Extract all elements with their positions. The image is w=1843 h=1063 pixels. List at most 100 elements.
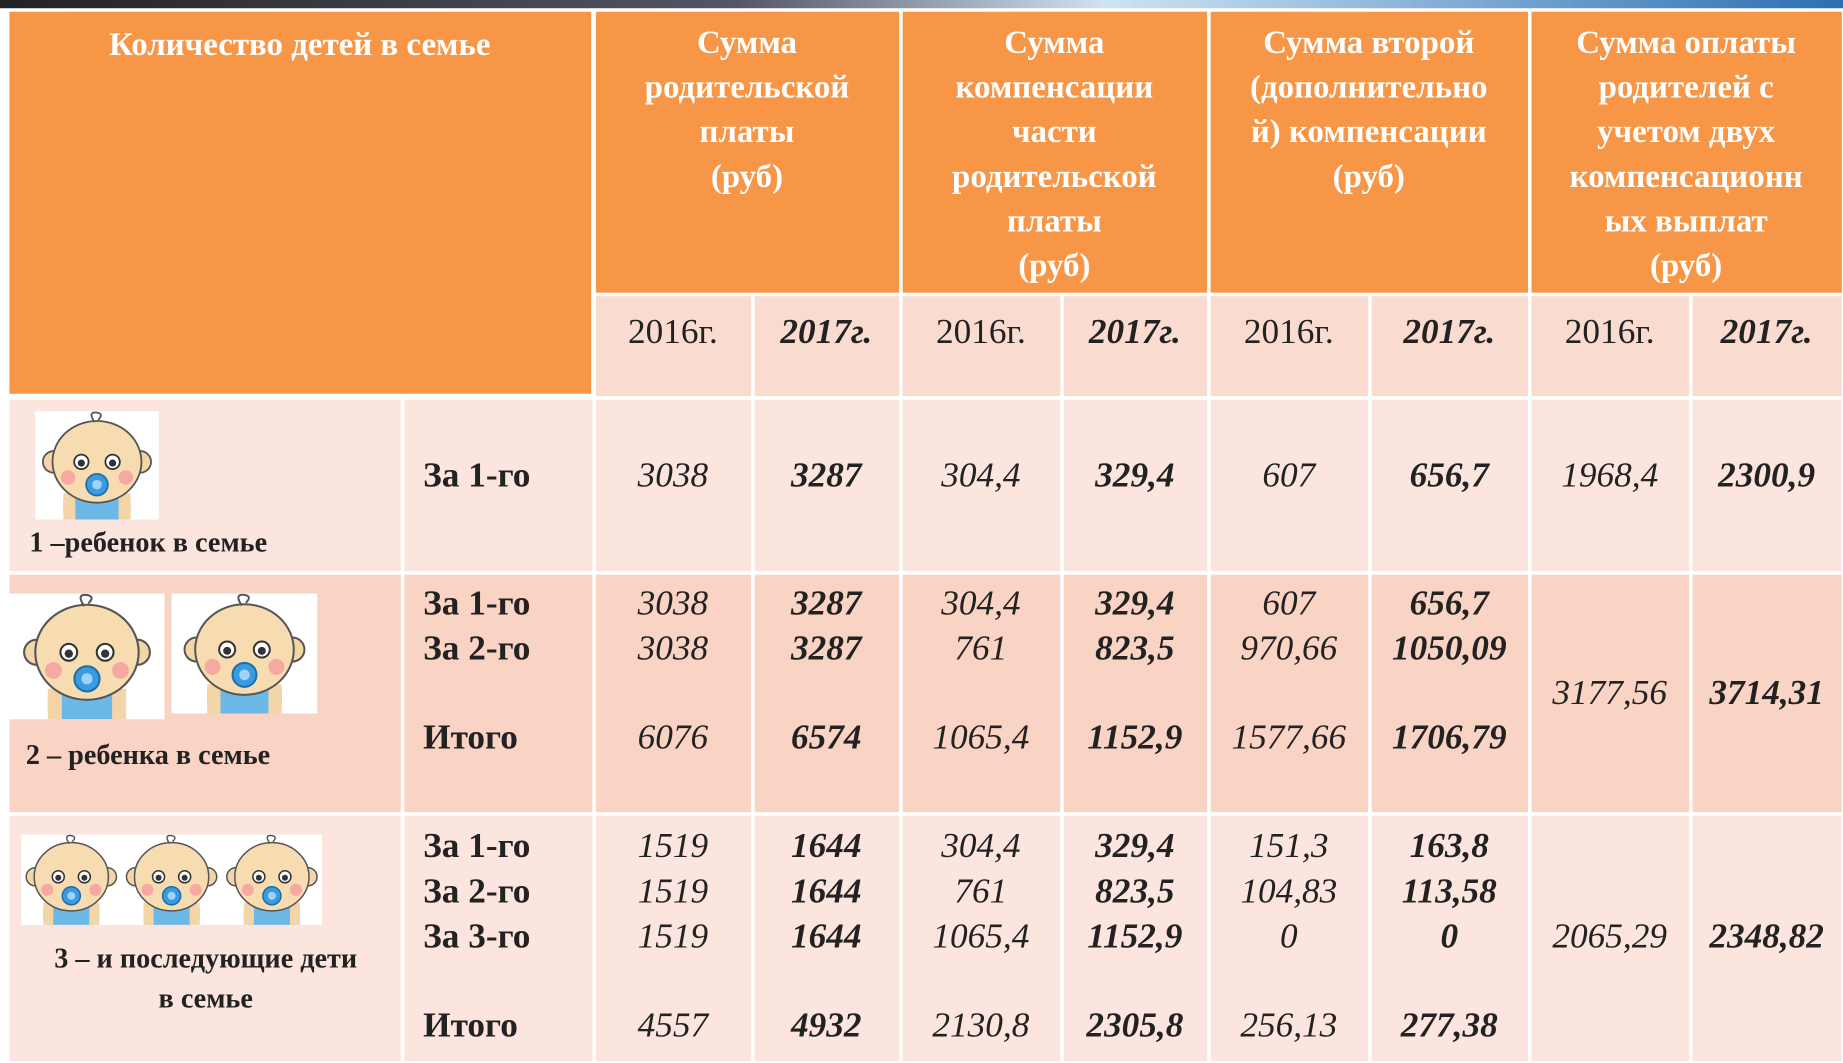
line-label: За 3-го <box>423 916 531 956</box>
value: 4557 <box>637 1006 709 1045</box>
row-cell <box>1210 815 1368 1061</box>
row-cell <box>1691 815 1842 1061</box>
baby-icon <box>35 411 159 520</box>
value: 304,4 <box>941 584 1021 623</box>
row-cell <box>403 815 592 1061</box>
value: 1644 <box>791 916 862 956</box>
total-value: 3714,31 <box>1709 673 1824 713</box>
value: 2305,8 <box>1086 1006 1184 1045</box>
header-cell <box>1530 11 1842 293</box>
value: 304,4 <box>941 826 1021 866</box>
year-cell <box>1530 295 1689 396</box>
total-value: 2348,82 <box>1709 916 1824 956</box>
value: 2130,8 <box>932 1006 1030 1045</box>
row-cell <box>1691 574 1842 812</box>
value: 6076 <box>637 718 709 757</box>
top-strip <box>0 0 1843 9</box>
row-cell <box>595 815 751 1061</box>
row-cell <box>754 574 899 812</box>
value: 0 <box>1440 916 1459 956</box>
column-title: Сумма компенсации части родительской пла… <box>952 24 1157 285</box>
value: 761 <box>954 872 1008 911</box>
value: 970,66 <box>1240 628 1338 668</box>
line-label: Итого <box>423 718 518 757</box>
row-cell <box>902 399 1060 571</box>
total-value: 2300,9 <box>1718 456 1816 495</box>
row-cell <box>403 574 592 812</box>
year-label: 2016г. <box>628 312 718 352</box>
value: 3287 <box>791 584 862 623</box>
row-cell <box>403 399 592 571</box>
value: 1644 <box>791 872 862 911</box>
value: 304,4 <box>941 456 1021 495</box>
total-value: 3177,56 <box>1552 673 1668 713</box>
row-cell <box>595 574 751 812</box>
year-cell <box>1371 295 1528 396</box>
value: 3287 <box>791 456 862 495</box>
row-cell <box>1530 574 1689 812</box>
value: 1050,09 <box>1391 628 1507 668</box>
value: 3287 <box>791 628 862 668</box>
year-label: 2017г. <box>780 312 873 352</box>
row-cell <box>1530 815 1689 1061</box>
year-label: 2017г. <box>1720 312 1813 352</box>
row-cell <box>754 815 899 1061</box>
total-value: 1968,4 <box>1561 456 1659 495</box>
row-cell <box>1371 399 1528 571</box>
year-label: 2016г. <box>1564 312 1655 352</box>
year-label: 2016г. <box>935 312 1026 352</box>
value: 1065,4 <box>932 916 1030 956</box>
total-value: 2065,29 <box>1552 916 1668 956</box>
header-cell <box>8 11 591 394</box>
value: 1577,66 <box>1231 718 1347 757</box>
value: 761 <box>954 628 1008 668</box>
year-cell <box>595 295 751 396</box>
row-cell <box>1210 399 1368 571</box>
row-cell <box>1371 574 1528 812</box>
line-label: За 1-го <box>423 456 531 495</box>
line-label: За 2-го <box>423 872 531 911</box>
value: 329,4 <box>1095 584 1175 623</box>
year-label: 2017г. <box>1088 312 1181 352</box>
year-cell <box>902 295 1060 396</box>
value: 329,4 <box>1095 826 1175 866</box>
value: 3038 <box>637 584 709 623</box>
line-label: За 1-го <box>423 826 531 866</box>
value: 329,4 <box>1095 456 1175 495</box>
value: 1152,9 <box>1087 718 1183 757</box>
line-label: За 2-го <box>423 628 531 668</box>
column-title: Сумма оплаты родителей с учетом двух ком… <box>1569 24 1803 285</box>
value: 1065,4 <box>932 718 1030 757</box>
value: 277,38 <box>1400 1006 1498 1045</box>
value: 1152,9 <box>1087 916 1183 956</box>
value: 3038 <box>637 628 709 668</box>
column-title: Сумма родительской платы (руб) <box>644 24 850 196</box>
year-cell <box>754 295 899 396</box>
baby-icon <box>9 593 165 720</box>
column-title: Сумма второй (дополнительно й) компенсац… <box>1250 24 1488 196</box>
row-cell <box>902 574 1060 812</box>
year-label: 2016г. <box>1243 312 1334 352</box>
value: 104,83 <box>1240 872 1338 911</box>
year-cell <box>1210 295 1368 396</box>
header-label: Количество детей в семье <box>108 27 491 64</box>
row-cell <box>595 399 751 571</box>
value: 163,8 <box>1409 826 1489 866</box>
header-cell <box>595 11 899 293</box>
year-cell <box>1691 295 1842 396</box>
row-cell <box>1063 574 1207 812</box>
header-cell <box>902 11 1207 293</box>
value: 3038 <box>637 456 709 495</box>
value: 1519 <box>637 872 709 911</box>
year-cell <box>1063 295 1207 396</box>
value: 256,13 <box>1240 1006 1338 1045</box>
line-label: Итого <box>423 1006 518 1045</box>
row-cell <box>1530 399 1689 571</box>
value: 823,5 <box>1095 628 1175 668</box>
baby-icon <box>21 834 323 926</box>
row-cell <box>902 815 1060 1061</box>
value: 823,5 <box>1095 872 1175 911</box>
row-cell <box>1691 399 1842 571</box>
